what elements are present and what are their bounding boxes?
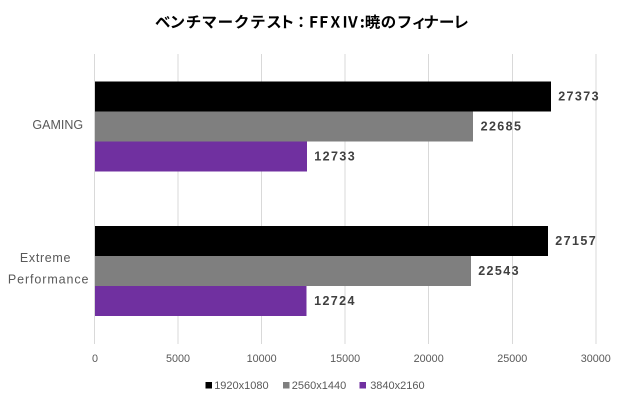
- svg-text:15000: 15000: [330, 353, 360, 365]
- svg-text:GAMING: GAMING: [32, 118, 83, 132]
- svg-text:20000: 20000: [414, 353, 444, 365]
- svg-text:22685: 22685: [481, 120, 523, 134]
- svg-text:0: 0: [92, 353, 98, 365]
- svg-text:3840x2160: 3840x2160: [370, 380, 424, 392]
- svg-text:30000: 30000: [581, 353, 611, 365]
- svg-text:27157: 27157: [555, 234, 597, 248]
- svg-text:Extreme: Extreme: [20, 251, 71, 265]
- svg-text:25000: 25000: [497, 353, 527, 365]
- svg-text:12724: 12724: [314, 294, 356, 308]
- svg-text:12733: 12733: [314, 150, 356, 164]
- svg-text:10000: 10000: [247, 353, 277, 365]
- svg-text:Performance: Performance: [8, 272, 89, 286]
- svg-text:1920x1080: 1920x1080: [214, 380, 268, 392]
- svg-text:27373: 27373: [558, 90, 600, 104]
- svg-text:2560x1440: 2560x1440: [292, 380, 346, 392]
- svg-text:5000: 5000: [166, 353, 190, 365]
- svg-text:22543: 22543: [478, 264, 520, 278]
